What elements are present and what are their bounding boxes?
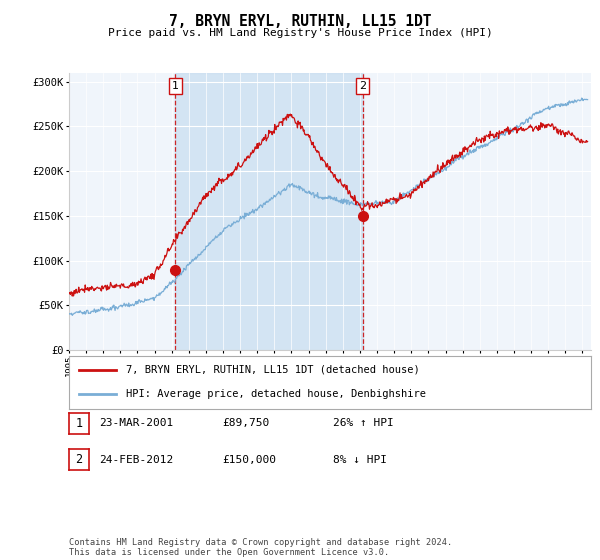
Bar bbox=[175, 73, 362, 350]
Text: 8% ↓ HPI: 8% ↓ HPI bbox=[333, 455, 387, 465]
Text: 1: 1 bbox=[76, 417, 82, 430]
Text: 2: 2 bbox=[76, 453, 82, 466]
Text: 24-FEB-2012: 24-FEB-2012 bbox=[99, 455, 173, 465]
Text: HPI: Average price, detached house, Denbighshire: HPI: Average price, detached house, Denb… bbox=[127, 389, 427, 399]
Text: £150,000: £150,000 bbox=[222, 455, 276, 465]
Text: 2: 2 bbox=[359, 81, 366, 91]
Text: 26% ↑ HPI: 26% ↑ HPI bbox=[333, 418, 394, 428]
Text: 7, BRYN ERYL, RUTHIN, LL15 1DT (detached house): 7, BRYN ERYL, RUTHIN, LL15 1DT (detached… bbox=[127, 365, 420, 375]
Text: £89,750: £89,750 bbox=[222, 418, 269, 428]
Text: 1: 1 bbox=[172, 81, 179, 91]
Text: 7, BRYN ERYL, RUTHIN, LL15 1DT: 7, BRYN ERYL, RUTHIN, LL15 1DT bbox=[169, 14, 431, 29]
Text: Price paid vs. HM Land Registry's House Price Index (HPI): Price paid vs. HM Land Registry's House … bbox=[107, 28, 493, 38]
Text: Contains HM Land Registry data © Crown copyright and database right 2024.
This d: Contains HM Land Registry data © Crown c… bbox=[69, 538, 452, 557]
Text: 23-MAR-2001: 23-MAR-2001 bbox=[99, 418, 173, 428]
